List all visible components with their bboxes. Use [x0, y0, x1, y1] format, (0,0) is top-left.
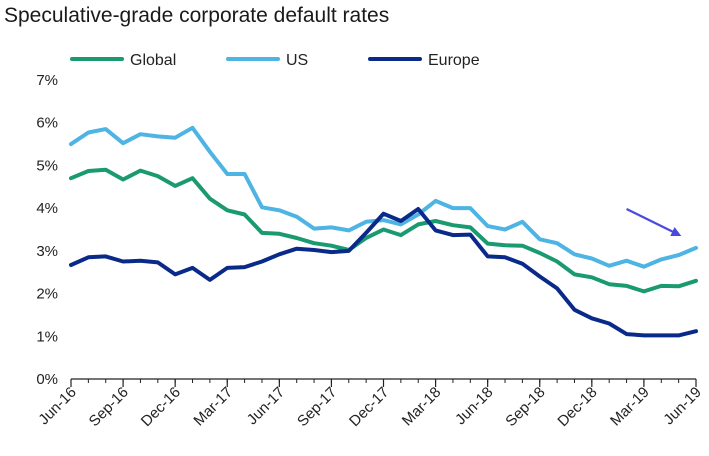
y-tick-label: 7% [36, 72, 58, 89]
chart-title: Speculative-grade corporate default rate… [4, 4, 390, 27]
x-tick-label: Jun-17 [244, 384, 288, 428]
x-tick-label: Dec-16 [138, 384, 184, 430]
y-tick-label: 1% [36, 328, 58, 345]
x-tick-label: Mar-19 [607, 384, 653, 430]
x-axis: Jun-16 Sep-16 Dec-16 Mar-17 Jun-17 Sep-17 Dec-… [35, 378, 705, 430]
y-tick-label: 0% [36, 371, 58, 388]
x-tick-label: Sep-17 [294, 384, 340, 430]
y-tick-label: 3% [36, 243, 58, 260]
x-tick-label: Dec-17 [346, 384, 392, 430]
x-tick-label: Sep-18 [502, 384, 548, 430]
x-tick-label: Sep-16 [86, 384, 132, 430]
legend-label-us: US [286, 52, 308, 69]
series-line-global [69, 167, 698, 294]
x-tick-label: Jun-18 [452, 384, 496, 428]
y-tick-label: 4% [36, 200, 58, 217]
legend-label-global: Global [130, 52, 176, 69]
legend-label-europe: Europe [428, 52, 480, 69]
x-tick-label: Jun-19 [660, 384, 704, 428]
annotation [626, 208, 682, 237]
series-line-us [69, 125, 698, 269]
y-tick-label: 5% [36, 157, 58, 174]
annotation-arrow [626, 208, 682, 237]
legend: Global US Europe [70, 52, 480, 69]
y-tick-label: 2% [36, 286, 58, 303]
series-line-europe [69, 207, 698, 338]
y-axis: 0% 1% 2% 3% 4% 5% 6% 7% [36, 72, 58, 388]
y-tick-label: 6% [36, 115, 58, 132]
x-tick-label: Jun-16 [35, 384, 79, 428]
x-tick-label: Mar-17 [190, 384, 236, 430]
x-tick-label: Mar-18 [399, 384, 445, 430]
x-tick-label: Dec-18 [554, 384, 600, 430]
series-lines [69, 125, 698, 338]
